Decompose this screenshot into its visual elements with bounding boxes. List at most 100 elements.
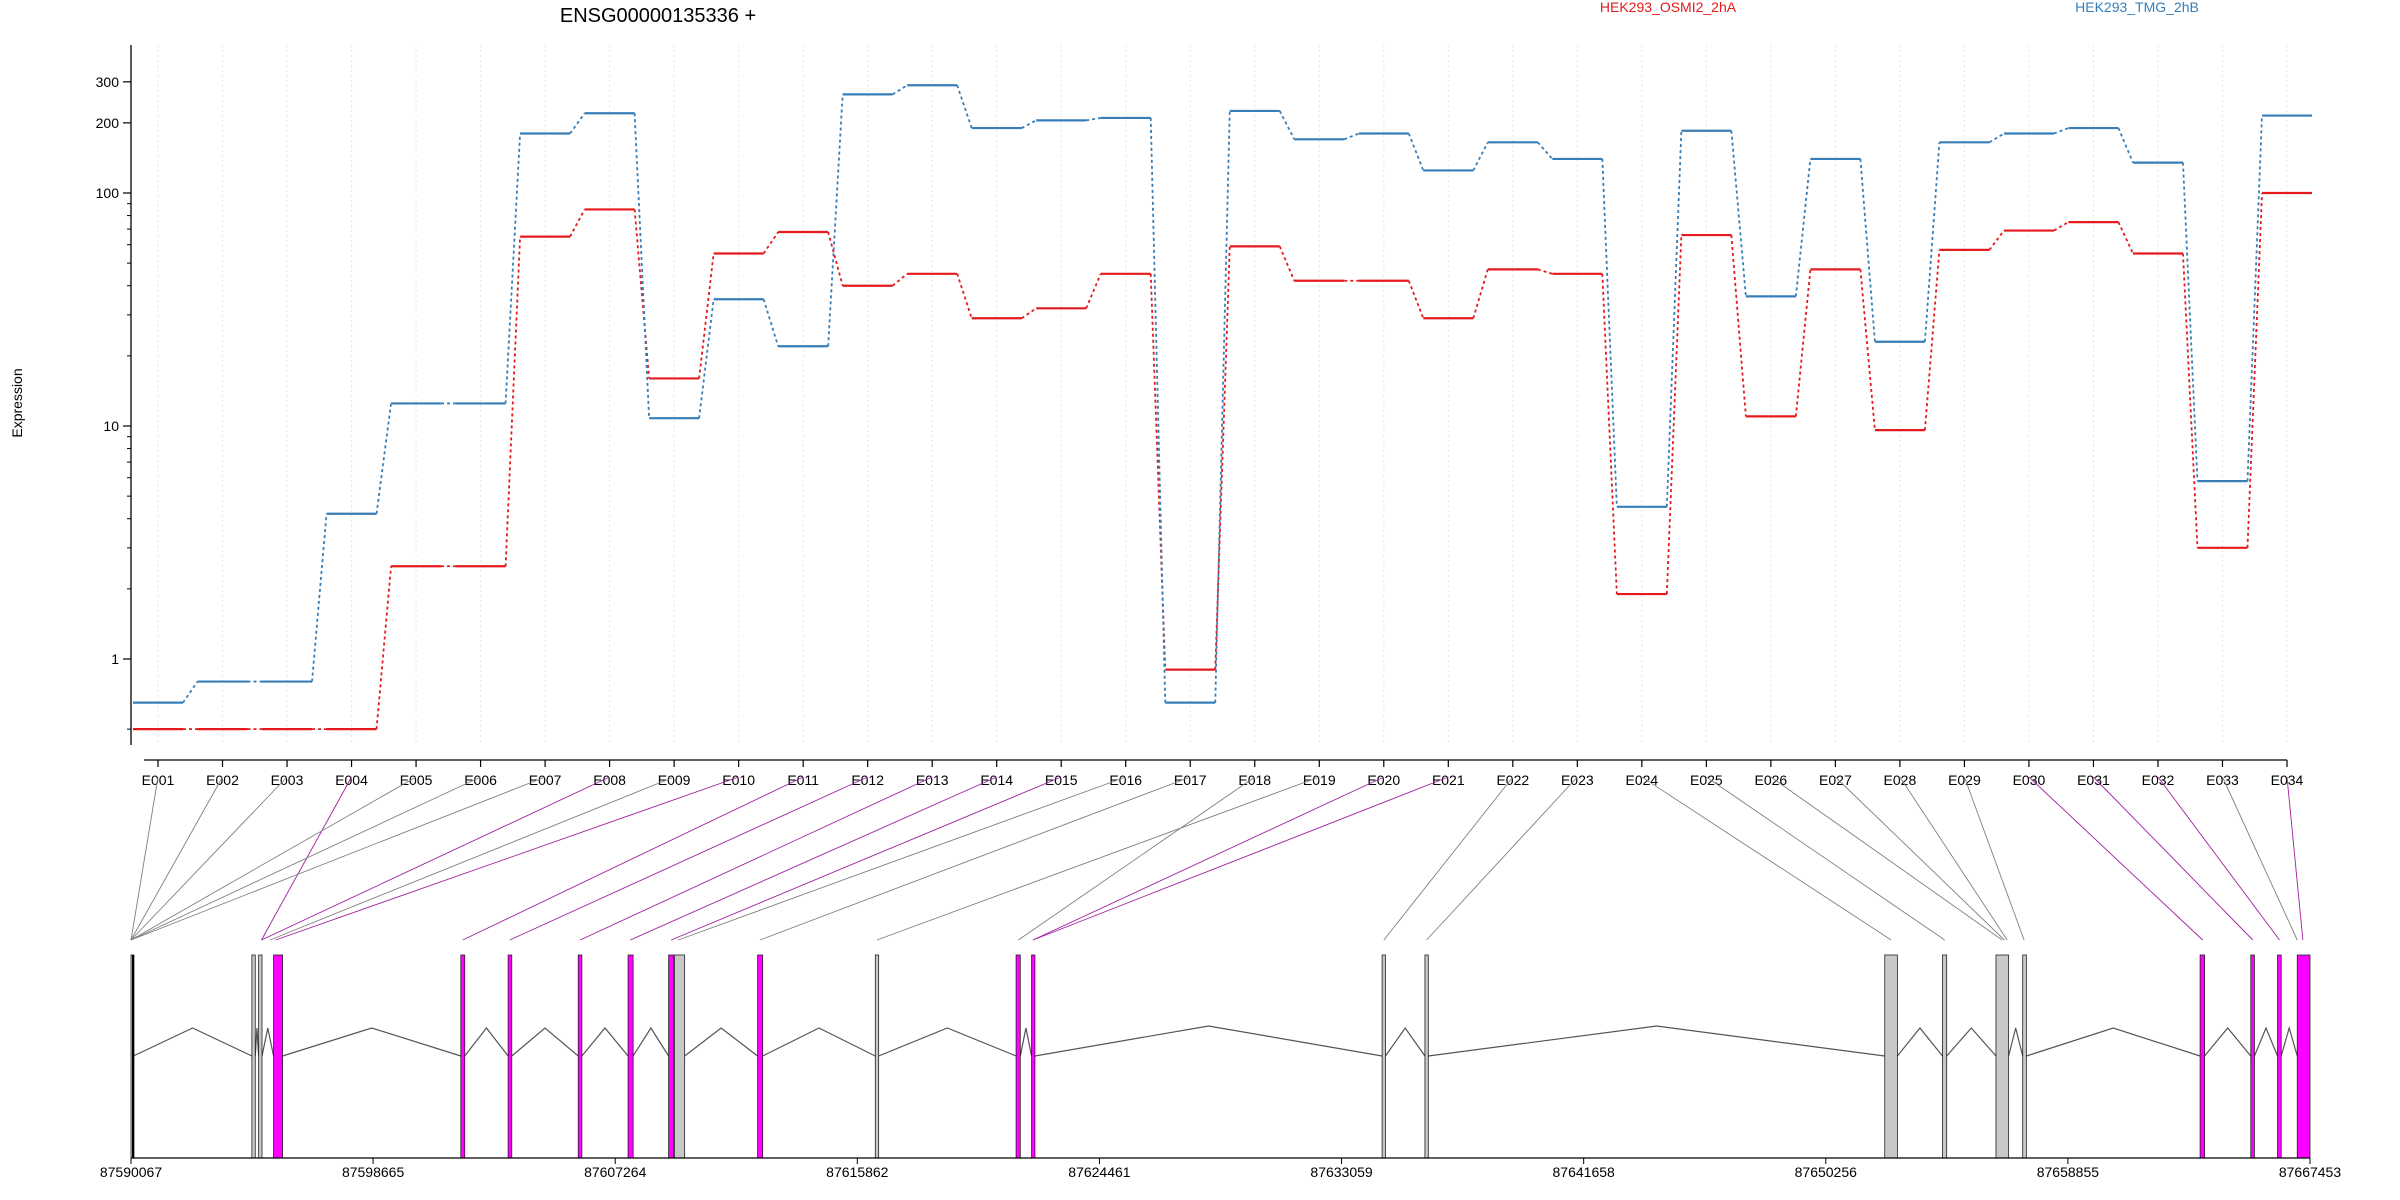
exon-connector (580, 776, 933, 941)
series-link (1278, 246, 1296, 282)
vertical-grid (157, 45, 2288, 743)
y-tick-label: 1 (111, 651, 119, 667)
exon-box (2250, 954, 2255, 1159)
x-tick-label: E023 (1561, 772, 1594, 788)
x-tick-label: E008 (593, 772, 626, 788)
x-axis: E001 E002 E003 E004 E005 E006 E007 E008 E009 E010… (142, 759, 2304, 788)
series-link (2117, 127, 2134, 163)
series-link (698, 299, 715, 419)
x-tick-label: E007 (529, 772, 562, 788)
y-tick-label: 200 (96, 115, 120, 131)
x-tick-label: E004 (335, 772, 368, 788)
exon-box (273, 954, 283, 1159)
series-link (1407, 280, 1425, 319)
intron (2204, 1027, 2252, 1057)
series-link (1086, 117, 1101, 122)
series-link (698, 253, 715, 379)
series-link (827, 231, 844, 286)
x-tick-label: E024 (1625, 772, 1658, 788)
exon-box (577, 954, 583, 1159)
intron (2026, 1027, 2201, 1057)
exon-connector (1426, 776, 1578, 941)
exon-box (2022, 954, 2027, 1159)
series-link (827, 94, 844, 347)
series-link (1665, 235, 1683, 595)
genome-tick-label: 87598665 (342, 1164, 405, 1180)
series-link (1537, 268, 1553, 275)
series-link (1021, 307, 1037, 320)
series-link (1407, 133, 1425, 171)
series-link (2182, 253, 2199, 548)
series-layer (133, 84, 2312, 731)
x-tick-label: E001 (142, 772, 175, 788)
series-link (633, 209, 651, 379)
exon-connector (130, 776, 481, 941)
genome-tick-label: 87650256 (1795, 1164, 1858, 1180)
genome-tick-label: 87590067 (100, 1164, 163, 1180)
exon-connector (1641, 776, 1892, 941)
series-osmi2 (133, 191, 2312, 731)
exon-connector (2222, 776, 2298, 941)
intron (1034, 1025, 1383, 1057)
series-link (1794, 158, 1812, 297)
series-link (1214, 246, 1231, 670)
series-link (956, 84, 973, 129)
series-link (2246, 115, 2263, 482)
series-link (1730, 130, 1747, 297)
exon-box (1884, 954, 1898, 1159)
intron (1946, 1027, 1997, 1057)
series-link (1149, 273, 1167, 670)
exon-connector (1899, 776, 2008, 941)
intron (762, 1027, 876, 1057)
exon-box (874, 954, 880, 1159)
series-link (2053, 221, 2069, 232)
exon-box (1942, 954, 1948, 1159)
series-link (311, 513, 328, 682)
series-link (1988, 132, 2005, 144)
series-link (375, 403, 392, 514)
series-link (762, 298, 780, 347)
series-link (1665, 130, 1683, 507)
intron (464, 1027, 509, 1057)
exon-connector (1032, 776, 1384, 941)
y-axis: 1 10 100 200 300 (96, 45, 132, 745)
exon-connector (1706, 776, 1945, 941)
genome-tick-label: 87667453 (2279, 1164, 2342, 1180)
x-tick-label: E033 (2206, 772, 2239, 788)
exon-connector (1770, 776, 2003, 941)
series-link (569, 209, 586, 238)
series-link (1021, 119, 1037, 129)
legend-label-tmg: HEK293_TMG_2hB (2075, 0, 2199, 15)
series-link (892, 84, 908, 96)
exon-connector (876, 776, 1320, 941)
legend-label-osmi2: HEK293_OSMI2_2hA (1600, 0, 1737, 15)
exon-connector (275, 776, 739, 941)
exon-box (2199, 954, 2206, 1159)
exon-box (1031, 954, 1036, 1159)
intron (511, 1027, 579, 1057)
exon-box (627, 954, 634, 1159)
x-tick-label: E022 (1496, 772, 1529, 788)
exon-connector (759, 776, 1191, 941)
exon-connector (1835, 776, 2005, 941)
x-tick-label: E030 (2013, 772, 2046, 788)
intron (684, 1027, 758, 1057)
series-link (956, 273, 973, 319)
series-link (633, 113, 651, 419)
x-tick-label: E013 (916, 772, 949, 788)
intron (1428, 1025, 1885, 1057)
x-tick-label: E005 (400, 772, 433, 788)
y-tick-label: 100 (96, 185, 120, 201)
exon-connector (2093, 776, 2254, 941)
x-tick-label: E025 (1690, 772, 1723, 788)
series-link (892, 273, 908, 287)
y-tick-label: 300 (96, 74, 120, 90)
series-link (1794, 269, 1812, 417)
gene-model-track (130, 954, 2311, 1159)
exon-box (1995, 954, 2010, 1159)
series-link (1472, 269, 1489, 319)
intron (1896, 1027, 1943, 1057)
intron (581, 1027, 629, 1057)
intron (1019, 1027, 1033, 1057)
x-tick-label: E017 (1174, 772, 1207, 788)
